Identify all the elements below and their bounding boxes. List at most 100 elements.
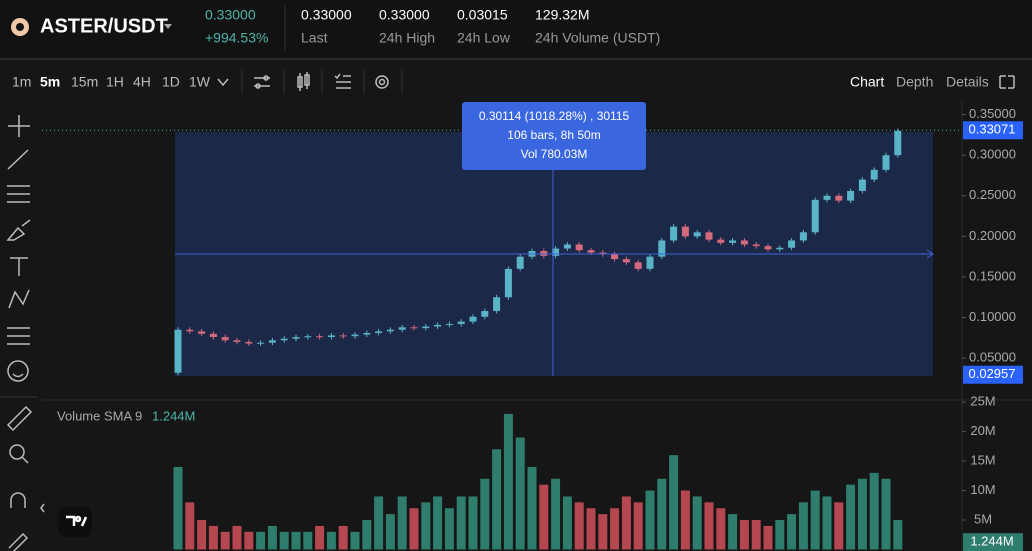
stat-label: 24h High xyxy=(379,30,435,46)
emoji-tool[interactable] xyxy=(7,360,29,382)
candle-body xyxy=(209,333,217,338)
candle-body xyxy=(386,329,394,332)
y-tick-label: 5M xyxy=(974,511,992,526)
candle-body xyxy=(316,336,324,338)
candle-body xyxy=(280,338,288,341)
volume-bar xyxy=(185,502,195,550)
interval-button[interactable]: 1m xyxy=(12,74,31,90)
settings-icon[interactable] xyxy=(375,75,389,89)
sma-tag xyxy=(963,533,1023,551)
y-tick-label: 10M xyxy=(970,482,995,497)
volume-bar xyxy=(232,525,242,550)
candle-body xyxy=(717,239,725,243)
volume-bar xyxy=(692,496,702,550)
interval-button[interactable]: 15m xyxy=(71,74,98,90)
volume-bar xyxy=(846,484,856,550)
volume-bar xyxy=(775,520,785,550)
indicator-icon[interactable] xyxy=(254,75,270,89)
collapse-arrow[interactable] xyxy=(40,503,45,513)
candle-body xyxy=(894,130,902,156)
pattern-tool[interactable] xyxy=(8,289,30,309)
price-tag xyxy=(963,121,1023,140)
volume-bar xyxy=(574,502,584,550)
candle-body xyxy=(882,155,890,170)
interval-button[interactable]: 1D xyxy=(162,74,180,90)
pencil-tool[interactable] xyxy=(8,532,29,551)
y-tick-label: 0.10000 xyxy=(969,309,1016,324)
fib-tool[interactable] xyxy=(7,185,30,203)
volume-bar xyxy=(527,466,537,550)
interval-button[interactable]: 4H xyxy=(133,74,151,90)
interval-button[interactable]: 1W xyxy=(189,74,211,90)
template-icon[interactable] xyxy=(334,73,351,89)
fullscreen-icon[interactable] xyxy=(999,75,1015,89)
pair-name[interactable]: ASTER/USDT xyxy=(40,15,168,37)
candle-body xyxy=(363,332,371,335)
price-tag-label: 0.02957 xyxy=(969,366,1016,381)
brush-tool[interactable] xyxy=(6,219,31,241)
candle-body xyxy=(646,256,654,269)
volume-bar xyxy=(220,531,230,550)
volume-bar xyxy=(728,514,738,550)
zoom-tool[interactable] xyxy=(9,444,29,464)
volume-bar xyxy=(869,472,879,550)
volume-bar xyxy=(562,496,572,550)
measure-arrow xyxy=(926,249,934,259)
volume-bar xyxy=(822,496,832,550)
volume-bar xyxy=(551,478,561,550)
candle-body xyxy=(552,248,560,256)
volume-bar xyxy=(598,514,608,550)
stats: 0.33000 Last 0.33000 24h High 0.03015 24h Low… xyxy=(301,7,660,46)
volume-bar xyxy=(834,502,844,550)
candle-body xyxy=(540,250,548,256)
candle-body xyxy=(268,340,276,343)
candle-body xyxy=(434,324,442,327)
volume-bar xyxy=(492,449,502,550)
candle-body xyxy=(858,179,866,191)
view-tab[interactable]: Details xyxy=(946,74,989,90)
stat-label: 24h Volume (USDT) xyxy=(535,30,660,46)
volume-bar xyxy=(173,466,183,550)
view-tab[interactable]: Depth xyxy=(896,74,933,90)
price: 0.33000 xyxy=(205,7,256,23)
chart-type-icon[interactable] xyxy=(297,72,310,91)
y-tick-label: 25M xyxy=(970,394,995,409)
candle-body xyxy=(481,311,489,317)
ruler-tool[interactable] xyxy=(6,405,33,432)
stat-value: 129.32M xyxy=(535,7,589,23)
interval-button[interactable]: 5m xyxy=(40,74,60,90)
volume-bar xyxy=(433,496,443,550)
volume-bar xyxy=(893,520,903,550)
coin-logo-core xyxy=(16,23,24,31)
volume-bar xyxy=(362,520,372,550)
volume-bar xyxy=(256,531,266,550)
interval-button[interactable]: 1H xyxy=(106,74,124,90)
y-tick-label: 0.05000 xyxy=(969,350,1016,365)
volume-bar xyxy=(751,520,761,550)
volume-bar xyxy=(739,520,749,550)
view-tab[interactable]: Chart xyxy=(850,74,884,90)
volume-bar xyxy=(787,514,797,550)
candle-body xyxy=(304,336,312,338)
text-tool[interactable] xyxy=(10,257,28,276)
volume-bar xyxy=(680,490,690,550)
candle-body xyxy=(245,341,253,344)
candle-body xyxy=(422,326,430,329)
interval-dropdown[interactable] xyxy=(217,78,229,87)
volume-bar xyxy=(716,508,726,550)
candle-body xyxy=(410,327,418,329)
magnet-tool[interactable] xyxy=(10,492,26,508)
candle-body xyxy=(693,232,701,237)
candle-body xyxy=(823,195,831,200)
line-tool[interactable] xyxy=(7,149,29,170)
crosshair-tool[interactable] xyxy=(8,115,30,137)
volume-bar xyxy=(763,525,773,550)
pair-dropdown[interactable] xyxy=(164,24,172,29)
candle-body xyxy=(174,329,182,373)
candle-body xyxy=(729,240,737,243)
projection-tool[interactable] xyxy=(7,327,30,345)
candle-body xyxy=(575,244,583,251)
volume-bar xyxy=(208,525,218,550)
volume-bar xyxy=(621,496,631,550)
